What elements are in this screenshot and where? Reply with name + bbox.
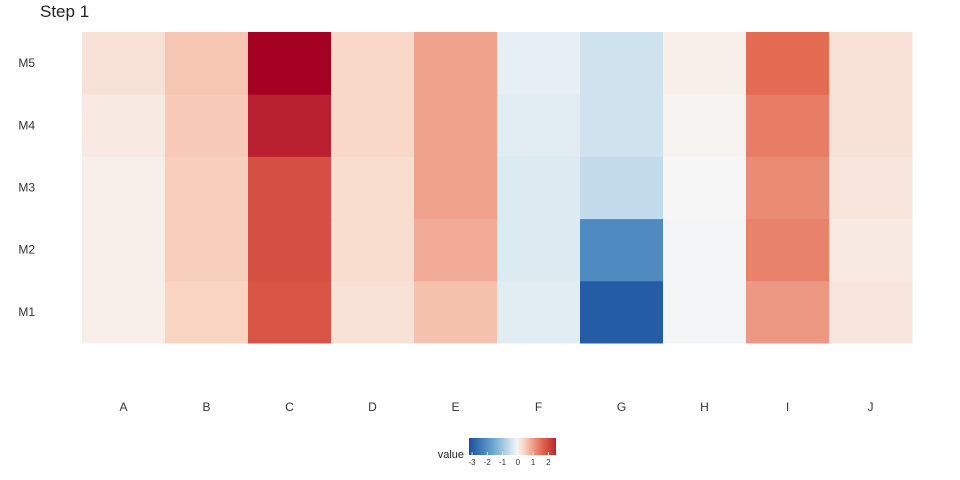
x-tick-label: E xyxy=(451,400,459,414)
chart-title: Step 1 xyxy=(40,2,89,21)
legend-tick-label: 1 xyxy=(531,458,536,467)
heatmap-cell xyxy=(331,280,415,344)
heatmap-cell xyxy=(248,218,332,282)
x-tick-label: J xyxy=(868,400,874,414)
heatmap-cell xyxy=(165,156,249,220)
heatmap-cell xyxy=(746,156,830,220)
heatmap-cell xyxy=(663,218,747,282)
heatmap-cell xyxy=(165,94,249,157)
heatmap-cell xyxy=(331,218,415,282)
x-tick-label: F xyxy=(535,400,542,414)
heatmap-cell xyxy=(663,280,747,344)
heatmap-cell xyxy=(663,32,747,95)
legend-tick-label: 2 xyxy=(546,458,551,467)
y-tick-label: M2 xyxy=(18,243,35,257)
heatmap-cell xyxy=(165,32,249,95)
legend-tick-label: -2 xyxy=(484,458,492,467)
x-tick-label: D xyxy=(368,400,377,414)
x-axis-labels: A B C D E F G H I J xyxy=(119,400,873,414)
heatmap-cell xyxy=(414,32,498,95)
heatmap-cell xyxy=(414,94,498,157)
heatmap-cell xyxy=(497,156,581,220)
legend-title: value xyxy=(438,449,464,461)
y-tick-label: M1 xyxy=(18,305,35,319)
x-tick-label: I xyxy=(786,400,789,414)
heatmap-cell xyxy=(248,32,332,95)
heatmap-cell xyxy=(829,32,913,95)
y-tick-label: M4 xyxy=(18,118,35,132)
y-axis-labels: M1 M2 M3 M4 M5 xyxy=(18,56,35,319)
legend-color-bar xyxy=(469,438,556,455)
heatmap-cell xyxy=(82,218,166,282)
heatmap-cell xyxy=(414,280,498,344)
heatmap-cell xyxy=(580,156,664,220)
y-tick-label: M3 xyxy=(18,181,35,195)
heatmap-cell xyxy=(580,32,664,95)
heatmap-cell xyxy=(746,218,830,282)
legend-ticks: -3 -2 -1 0 1 2 xyxy=(468,452,551,467)
heatmap-cell xyxy=(82,32,166,95)
heatmap-cell xyxy=(829,218,913,282)
heatmap-cell xyxy=(497,218,581,282)
x-tick-label: B xyxy=(202,400,210,414)
heatmap-cell xyxy=(414,218,498,282)
heatmap-cell xyxy=(82,156,166,220)
color-legend: value -3 -2 -1 0 1 2 xyxy=(438,438,556,467)
heatmap-cells xyxy=(82,32,913,344)
heatmap-cell xyxy=(414,156,498,220)
x-tick-label: A xyxy=(119,400,127,414)
heatmap-cell xyxy=(248,280,332,344)
heatmap-cell xyxy=(746,94,830,157)
heatmap-cell xyxy=(82,280,166,344)
x-tick-label: H xyxy=(700,400,709,414)
heatmap-cell xyxy=(165,280,249,344)
heatmap-cell xyxy=(829,94,913,157)
heatmap-cell xyxy=(663,156,747,220)
heatmap-cell xyxy=(331,32,415,95)
heatmap-cell xyxy=(82,94,166,157)
heatmap-cell xyxy=(580,218,664,282)
heatmap-cell xyxy=(497,32,581,95)
x-tick-label: G xyxy=(617,400,626,414)
heatmap-cell xyxy=(746,280,830,344)
heatmap-cell xyxy=(497,280,581,344)
heatmap-cell xyxy=(829,156,913,220)
heatmap-cell xyxy=(746,32,830,95)
x-tick-label: C xyxy=(285,400,294,414)
heatmap-cell xyxy=(331,94,415,157)
heatmap-cell xyxy=(248,94,332,157)
heatmap-cell xyxy=(580,94,664,157)
heatmap-cell xyxy=(829,280,913,344)
heatmap-cell xyxy=(165,218,249,282)
heatmap-cell xyxy=(331,156,415,220)
y-tick-label: M5 xyxy=(18,56,35,70)
heatmap-cell xyxy=(248,156,332,220)
heatmap-cell xyxy=(663,94,747,157)
legend-tick-label: -1 xyxy=(499,458,507,467)
legend-tick-label: -3 xyxy=(468,458,476,467)
legend-tick-label: 0 xyxy=(516,458,521,467)
heatmap-cell xyxy=(580,280,664,344)
heatmap-cell xyxy=(497,94,581,157)
